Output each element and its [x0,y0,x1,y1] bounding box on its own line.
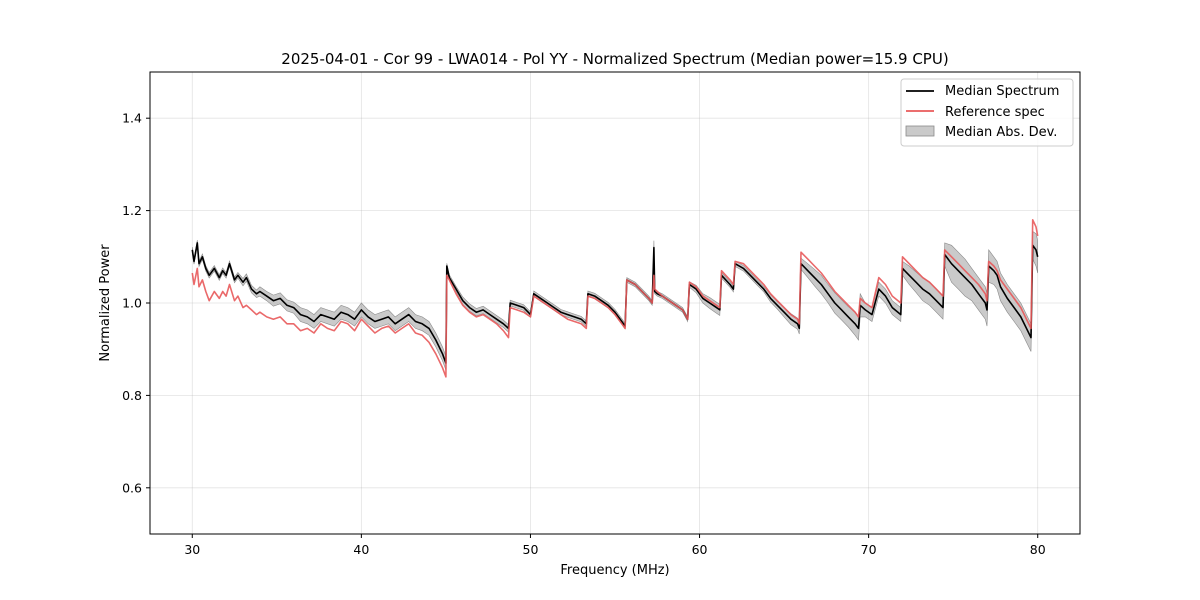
x-tick-label: 40 [353,542,369,557]
reference-spectrum-line [191,219,1039,378]
x-tick-label: 50 [523,542,539,557]
y-axis-label: Normalized Power [98,244,113,362]
y-axis-ticks: 0.6 0.8 1.0 1.2 1.4 [122,111,150,495]
x-axis-label: Frequency (MHz) [560,563,669,578]
x-tick-label: 70 [861,542,877,557]
x-tick-label: 80 [1030,542,1046,557]
legend-reference-label: Reference spec [945,105,1045,120]
x-axis-ticks: 30 40 50 60 70 80 [184,534,1046,557]
y-tick-label: 1.2 [122,203,142,218]
y-tick-label: 0.6 [122,480,142,495]
legend-box [900,78,1074,147]
grid [150,72,1080,534]
y-tick-label: 1.0 [122,296,142,311]
legend-mad-swatch [905,125,935,137]
x-tick-label: 30 [184,542,200,557]
plot-layer [191,219,1039,378]
chart-title: 2025-04-01 - Cor 99 - LWA014 - Pol YY - … [281,50,948,68]
y-tick-label: 0.8 [122,388,142,403]
legend-median-label: Median Spectrum [945,84,1059,99]
legend-mad-label: Median Abs. Dev. [945,125,1057,140]
mad-band [192,230,1038,371]
legend: Median Spectrum Reference spec Median Ab… [900,78,1074,147]
x-tick-label: 60 [692,542,708,557]
y-tick-label: 1.4 [122,111,142,126]
